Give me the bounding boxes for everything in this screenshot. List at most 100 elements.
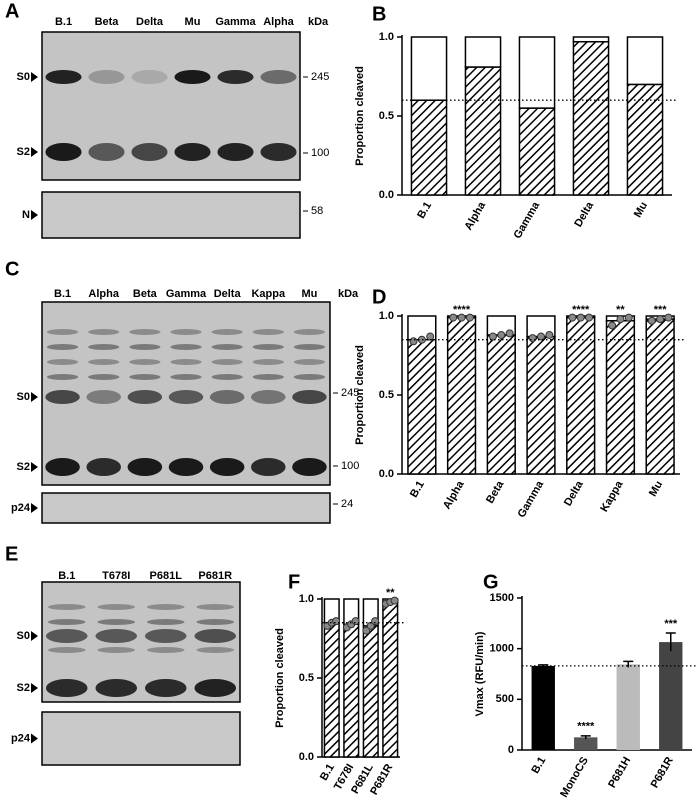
band <box>292 390 327 404</box>
x-tick-label: Kappa <box>598 478 626 514</box>
band <box>170 344 202 350</box>
ladder-label: 24 <box>341 498 353 510</box>
error-bar <box>623 660 634 668</box>
band <box>95 629 138 643</box>
data-point <box>656 315 665 324</box>
x-tick-label: Alpha <box>441 478 467 511</box>
marker-arrow <box>31 503 38 513</box>
panel-letter: F <box>288 571 300 593</box>
lane-label: Delta <box>214 288 242 300</box>
band <box>144 629 187 643</box>
band <box>251 458 286 476</box>
band <box>47 604 86 610</box>
x-tick-label: Gamma <box>512 199 543 241</box>
y-tick-label: 0.5 <box>379 110 394 122</box>
band <box>174 143 211 161</box>
x-tick-label: Beta <box>484 478 507 505</box>
significance: **** <box>572 304 590 316</box>
marker-label: S0 <box>17 391 30 403</box>
marker-label: N <box>22 209 30 221</box>
panel-letter: C <box>5 258 19 280</box>
bar-segment <box>323 621 340 758</box>
band <box>131 70 168 84</box>
data-point <box>332 617 341 626</box>
band <box>131 143 168 161</box>
bar-segment <box>446 316 477 475</box>
band <box>88 143 125 161</box>
band <box>46 329 79 335</box>
marker-arrow <box>31 462 38 472</box>
bar-segment <box>410 36 448 101</box>
significance: ** <box>616 304 625 316</box>
ladder-label: 58 <box>311 205 323 217</box>
loading-blot <box>41 191 301 239</box>
lane-label: Gamma <box>215 16 256 28</box>
band <box>46 374 79 380</box>
error-bar <box>580 735 591 739</box>
band <box>45 143 82 161</box>
data-point <box>568 313 577 322</box>
y-tick-label: 1.0 <box>379 310 394 322</box>
band <box>293 329 326 335</box>
marker-label: p24 <box>11 502 31 514</box>
data-point <box>465 313 474 322</box>
unit-label: kDa <box>308 16 329 28</box>
band <box>170 329 202 335</box>
bar-segment <box>605 319 636 475</box>
bar-segment <box>572 36 610 43</box>
lane-label: T678I <box>102 570 130 582</box>
panel-letter: D <box>372 286 386 308</box>
band <box>211 374 243 380</box>
band <box>129 329 161 335</box>
band <box>292 458 327 476</box>
significance: **** <box>577 721 595 733</box>
data-point <box>409 337 418 346</box>
blot <box>41 31 301 181</box>
lane-label: Kappa <box>251 288 286 300</box>
x-tick-label: Delta <box>562 478 586 508</box>
ladder-label: 245 <box>311 71 329 83</box>
data-point <box>624 313 633 322</box>
data-point <box>488 332 497 341</box>
band <box>47 647 86 653</box>
band <box>144 679 187 697</box>
band <box>209 458 245 476</box>
band <box>88 374 120 380</box>
band <box>129 344 161 350</box>
lane-label: Mu <box>301 288 317 300</box>
bar <box>531 665 555 750</box>
y-axis-label: Proportion cleaved <box>354 66 366 166</box>
band <box>196 619 235 625</box>
ladder-label: 245 <box>341 387 359 399</box>
y-tick-label: 0.0 <box>379 189 394 201</box>
lane-label: Alpha <box>263 16 294 28</box>
loading-blot <box>41 492 331 524</box>
band <box>97 619 136 625</box>
bar-segment <box>382 601 399 758</box>
y-tick-label: 0.5 <box>299 672 314 684</box>
panel-letter: E <box>5 543 18 565</box>
band <box>97 647 136 653</box>
data-point <box>585 313 594 322</box>
x-tick-label: B.1 <box>529 755 548 776</box>
data-point <box>505 329 514 338</box>
band <box>251 390 286 404</box>
bar-segment <box>626 83 664 196</box>
bar-segment <box>464 36 502 68</box>
x-tick-label: Delta <box>572 199 596 229</box>
bar-segment <box>486 334 516 475</box>
x-tick-label: B.1 <box>415 200 434 221</box>
marker-arrow <box>31 683 38 693</box>
band <box>97 604 136 610</box>
x-tick-label: Mu <box>647 479 665 499</box>
lane-label: B.1 <box>58 570 75 582</box>
bar-segment <box>362 625 379 758</box>
bar-segment <box>626 36 664 86</box>
panel-letter: G <box>483 571 499 593</box>
band <box>45 390 80 404</box>
y-tick-label: 1.0 <box>299 593 314 605</box>
significance: **** <box>453 304 471 316</box>
bar-segment <box>407 338 437 475</box>
band <box>45 458 80 476</box>
band <box>170 359 202 365</box>
